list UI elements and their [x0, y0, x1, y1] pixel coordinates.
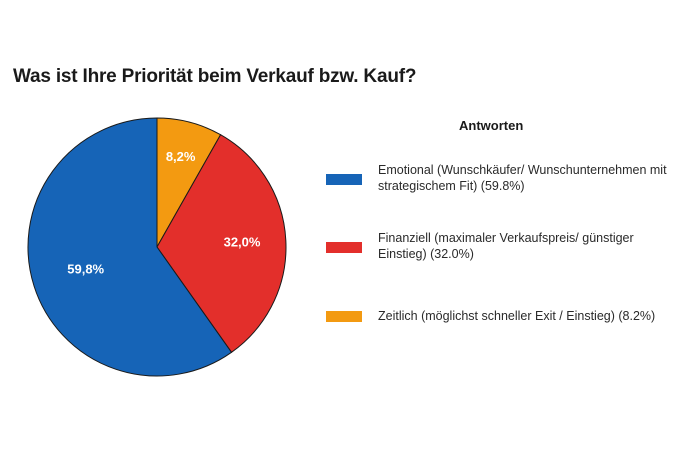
legend-swatch-finanziell	[326, 242, 362, 253]
pie-slice-emotional	[27, 117, 233, 377]
data-label-finanziell: 32,0%	[224, 235, 261, 250]
data-label-zeitlich: 8,2%	[166, 149, 196, 164]
legend-title: Antworten	[459, 118, 524, 133]
pie-slice-finanziell	[156, 134, 287, 354]
legend-label-emotional: Emotional (Wunschkäufer/ Wunschunternehm…	[378, 163, 667, 193]
legend-label-zeitlich: Zeitlich (möglichst schneller Exit / Ein…	[378, 309, 656, 323]
data-label-emotional: 59,8%	[67, 262, 104, 277]
chart-title: Was ist Ihre Priorität beim Verkauf bzw.…	[13, 66, 417, 87]
legend-label-finanziell: Finanziell (maximaler Verkaufspreis/ gün…	[378, 231, 634, 261]
legend-swatch-emotional	[326, 174, 362, 185]
legend-swatch-zeitlich	[326, 311, 362, 322]
legend: Antworten Emotional (Wunschkäufer/ Wunsc…	[326, 118, 676, 323]
